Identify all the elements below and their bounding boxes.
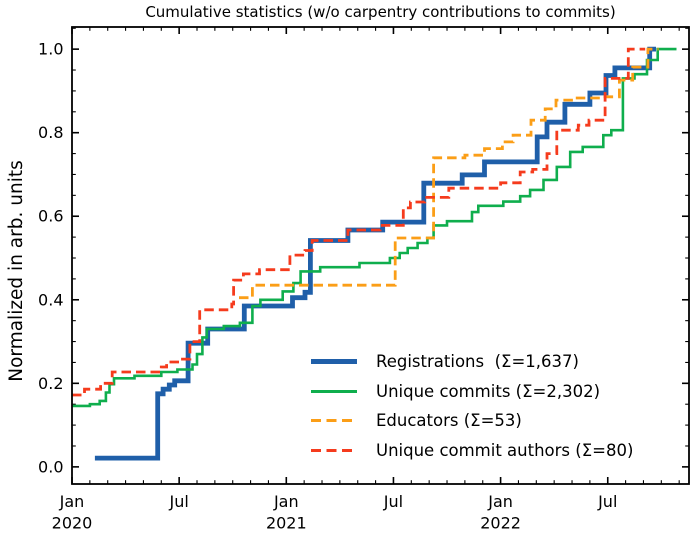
y-tick-label: 1.0: [38, 40, 63, 59]
legend-item-registrations: Registrations (Σ=1,637): [311, 347, 633, 377]
y-tick-label: 0.4: [38, 290, 63, 309]
y-tick-label: 0.6: [38, 207, 63, 226]
legend-registrations-label: Registrations (Σ=1,637): [376, 352, 579, 372]
x-tick-label-month: Jul: [597, 492, 617, 511]
x-tick-label-month: Jan: [273, 492, 299, 511]
x-tick-label-year: 2020: [52, 514, 93, 533]
y-tick-label: 0.0: [38, 457, 63, 476]
x-tick-label-year: 2022: [480, 514, 521, 533]
tick-labels: 0.0 0.2 0.4 0.6 0.8 1.0 Jan 2020 Jul Jan 2021 Jul Ja…: [38, 40, 617, 533]
x-tick-label-month: Jan: [487, 492, 513, 511]
legend-registrations-line-sample: [311, 359, 357, 365]
y-tick-label: 0.2: [38, 374, 63, 393]
legend-item-unique-commit-authors: Unique commit authors (Σ=80): [311, 436, 633, 466]
legend-item-educators: Educators (Σ=53): [311, 406, 633, 436]
legend-item-unique-commits: Unique commits (Σ=2,302): [311, 377, 633, 407]
series-unique-commits-line: [72, 47, 677, 408]
data-series: [72, 46, 677, 461]
legend-unique-commits-label: Unique commits (Σ=2,302): [376, 381, 601, 401]
x-tick-label-year: 2021: [266, 514, 307, 533]
series-educators-line: [239, 47, 659, 300]
x-tick-label-month: Jul: [168, 492, 188, 511]
x-tick-label-month: Jan: [59, 492, 85, 511]
series-unique-commit-authors-line: [72, 47, 646, 397]
legend-educators-label: Educators (Σ=53): [376, 411, 522, 431]
legend-unique-commit-authors-line-sample: [311, 449, 357, 453]
legend-educators-line-sample: [311, 419, 357, 423]
x-tick-label-month: Jul: [383, 492, 403, 511]
chart-title: Cumulative statistics (w/o carpentry con…: [145, 3, 616, 21]
y-tick-label: 0.8: [38, 123, 63, 142]
plot-spines: [71, 26, 690, 485]
y-axis-label: Normalized in arb. units: [6, 160, 27, 382]
legend-unique-commit-authors-label: Unique commit authors (Σ=80): [376, 441, 634, 461]
legend-unique-commits-line-sample: [311, 389, 357, 393]
legend: Registrations (Σ=1,637) Unique commits (Σ…: [311, 347, 633, 465]
